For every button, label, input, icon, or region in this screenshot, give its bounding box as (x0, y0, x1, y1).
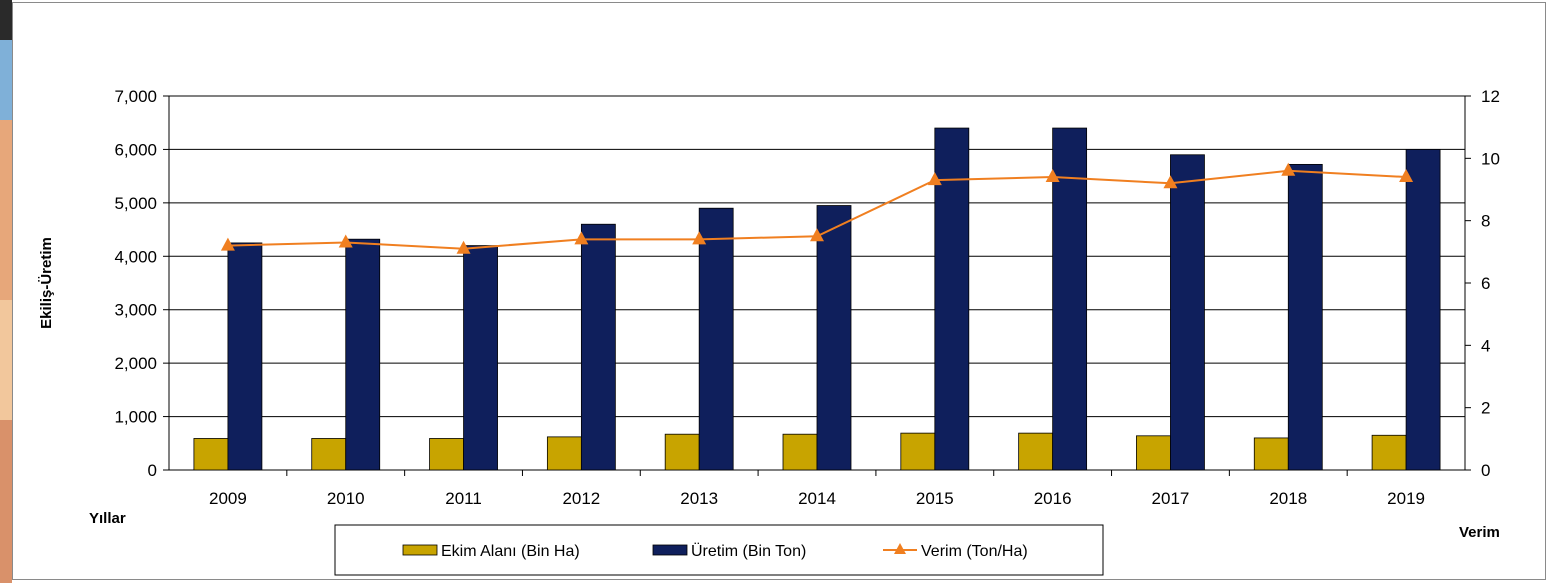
chart-frame: 0 1,000 2,000 3,000 4,000 5,000 6,000 7,000 0 2 4 6… (12, 2, 1546, 580)
y2-tick-label: 12 (1481, 87, 1500, 106)
bar (1287, 163, 1323, 471)
line-marker (1281, 162, 1296, 176)
bar (698, 207, 734, 471)
x-tick-label: 2011 (445, 489, 482, 508)
legend-swatch (402, 544, 438, 556)
x-tick-label: 2014 (798, 489, 836, 508)
bar (1253, 437, 1289, 471)
y2-tick-label: 2 (1481, 399, 1490, 418)
y-axis-title: Ekiliş-Üretim (38, 237, 55, 329)
legend-label: Verim (Ton/Ha) (921, 543, 1028, 560)
x-tick-label: 2017 (1152, 489, 1190, 508)
y-tick-label: 1,000 (114, 408, 157, 427)
bar (429, 438, 464, 471)
y-tick-label: 4,000 (114, 247, 157, 266)
line-marker (692, 231, 707, 245)
y-tick-label: 3,000 (114, 301, 157, 320)
bar (580, 223, 616, 471)
line-marker (1163, 175, 1178, 189)
y-tick-label: 5,000 (114, 194, 157, 213)
legend-label: Üretim (Bin Ton) (691, 542, 806, 560)
bar (816, 205, 852, 471)
bar (782, 433, 818, 471)
legend-swatch (652, 544, 688, 556)
line-marker (1045, 169, 1060, 183)
legend: Ekim Alanı (Bin Ha) Üretim (Bin Ton) Verim… (334, 524, 1104, 576)
x-tick-label: 2012 (562, 489, 600, 508)
bar (900, 432, 936, 471)
line-marker (927, 172, 942, 186)
bar (227, 242, 263, 471)
y-tick-label: 2,000 (114, 354, 157, 373)
bar (1052, 127, 1088, 471)
bar (463, 245, 498, 471)
x-tick-label: 2010 (327, 489, 365, 508)
legend-label: Ekim Alanı (Bin Ha) (441, 543, 580, 560)
x-tick-label: 2015 (916, 489, 954, 508)
x-axis-title: Yıllar (89, 510, 126, 527)
line-series (220, 162, 1414, 254)
x-tick-label: 2019 (1387, 489, 1425, 508)
line-marker (456, 240, 471, 254)
legend-marker (894, 543, 906, 554)
y2-tick-label: 8 (1481, 212, 1490, 231)
x-tick-label: 2018 (1269, 489, 1307, 508)
x-tick-label: 2009 (209, 489, 247, 508)
y-tick-label: 7,000 (114, 87, 157, 106)
bar (1170, 154, 1205, 471)
line-marker (220, 237, 235, 251)
bar (546, 436, 582, 471)
bar (345, 238, 381, 471)
line-marker (338, 234, 353, 248)
y2-tick-label: 10 (1481, 149, 1500, 168)
background-image-strip (0, 0, 12, 583)
bar (311, 438, 347, 471)
bar (1405, 149, 1441, 471)
line-marker (574, 231, 589, 245)
bar (934, 127, 970, 471)
line-marker (1399, 169, 1414, 183)
line-marker (810, 228, 824, 242)
bar (1371, 434, 1407, 471)
bar (664, 433, 700, 471)
bar (1136, 435, 1171, 471)
x-tick-label: 2016 (1034, 489, 1072, 508)
axes: 0 1,000 2,000 3,000 4,000 5,000 6,000 7,000 0 2 4 6… (38, 87, 1500, 541)
bar (193, 438, 229, 471)
bar (1018, 432, 1054, 471)
y2-axis-title: Verim (1459, 524, 1500, 541)
y-tick-label: 6,000 (114, 140, 157, 159)
y-tick-label: 0 (148, 461, 157, 480)
legend-box (334, 524, 1104, 576)
y2-tick-label: 0 (1481, 461, 1490, 480)
combo-chart: 0 1,000 2,000 3,000 4,000 5,000 6,000 7,000 0 2 4 6… (38, 87, 1500, 576)
bar-series (193, 127, 1441, 471)
y2-tick-label: 6 (1481, 274, 1490, 293)
y2-tick-label: 4 (1481, 336, 1490, 355)
x-tick-label: 2013 (680, 489, 718, 508)
